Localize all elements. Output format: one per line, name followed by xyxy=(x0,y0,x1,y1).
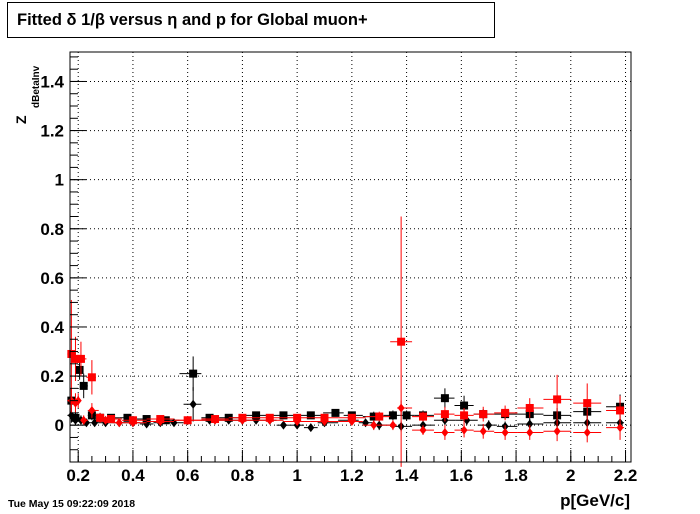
y-tick-label: 0.6 xyxy=(40,269,64,288)
series-red-square xyxy=(67,216,625,467)
data-point-square xyxy=(67,349,76,358)
data-point-diamond xyxy=(74,396,82,406)
data-point-square xyxy=(252,411,261,420)
data-point-diamond xyxy=(279,420,287,430)
data-point-square xyxy=(553,395,562,404)
data-point-diamond xyxy=(441,428,449,438)
y-tick-label: 0 xyxy=(55,416,64,435)
series-black-diamond xyxy=(67,387,625,433)
y-tick-label: 1.2 xyxy=(40,122,64,141)
data-point-square xyxy=(525,403,534,412)
data-point-diamond xyxy=(526,419,534,429)
data-point-diamond xyxy=(189,399,197,409)
data-point-diamond xyxy=(616,423,624,433)
data-point-square xyxy=(161,416,170,425)
data-point-square xyxy=(123,413,132,422)
data-point-diamond xyxy=(485,420,493,430)
chart-title: Fitted δ 1/β versus η and p for Global m… xyxy=(17,11,368,29)
data-point-square xyxy=(479,410,488,419)
grid xyxy=(70,52,631,462)
data-point-square xyxy=(440,394,449,403)
data-point-square xyxy=(402,411,411,420)
axes: 0.2 0.4 0.6 0.8 1 1.2 1.4 1.6 1.8 2 2.2 0 0.2 0.4 0.6 0… xyxy=(40,51,638,485)
data-point-square xyxy=(583,399,592,408)
data-point-square xyxy=(156,415,165,424)
data-point-square xyxy=(320,413,329,422)
data-point-diamond xyxy=(419,425,427,435)
data-point-square xyxy=(397,337,406,346)
x-tick-label: 0.8 xyxy=(231,466,255,485)
data-point-square xyxy=(616,406,625,415)
y-tick-label: 0.8 xyxy=(40,220,64,239)
data-point-square xyxy=(189,369,198,378)
y-tick-label: 1 xyxy=(55,171,64,190)
data-point-diamond xyxy=(553,426,561,436)
data-point-diamond xyxy=(583,428,591,438)
data-point-square xyxy=(96,413,105,422)
x-tick-label: 1.2 xyxy=(340,466,364,485)
data-point-diamond xyxy=(307,423,315,433)
data-point-square xyxy=(211,415,220,424)
y-axis-title: Z dBetaInv xyxy=(13,65,42,124)
data-point-square xyxy=(128,416,137,425)
x-axis-label: p[GeV/c] xyxy=(560,491,630,510)
data-point-diamond xyxy=(479,426,487,436)
timestamp: Tue May 15 09:22:09 2018 xyxy=(8,498,136,510)
y-tick-label: 0.2 xyxy=(40,367,64,386)
data-point-square xyxy=(501,408,510,417)
data-point-diamond xyxy=(370,420,378,430)
data-point-square xyxy=(460,411,469,420)
data-point-square xyxy=(238,413,247,422)
data-point-diamond xyxy=(362,418,370,428)
data-point-square xyxy=(388,411,397,420)
data-point-square xyxy=(293,413,302,422)
data-point-square xyxy=(205,413,214,422)
data-point-square xyxy=(331,408,340,417)
chart-title-box: Fitted δ 1/β versus η and p for Global m… xyxy=(7,2,495,38)
x-tick-label: 1 xyxy=(292,466,301,485)
data-point-square xyxy=(75,365,84,374)
data-point-square xyxy=(347,413,356,422)
x-tick-label: 0.4 xyxy=(121,466,145,485)
data-point-square xyxy=(375,412,384,421)
x-tick-label: 1.6 xyxy=(450,466,474,485)
data-point-square xyxy=(71,413,80,422)
data-point-diamond xyxy=(80,415,88,425)
data-point-diamond xyxy=(460,425,468,435)
data-point-square xyxy=(440,410,449,419)
data-point-square xyxy=(79,381,88,390)
plot-frame xyxy=(69,51,632,463)
x-tick-label: 0.6 xyxy=(176,466,200,485)
data-point-diamond xyxy=(389,420,397,430)
y-tick-label: 0.4 xyxy=(40,318,64,337)
data-point-diamond xyxy=(115,418,123,428)
data-points xyxy=(67,216,625,467)
data-point-square xyxy=(265,413,274,422)
data-point-square xyxy=(87,373,96,382)
data-point-square xyxy=(76,354,85,363)
data-point-square xyxy=(306,411,315,420)
data-point-square xyxy=(71,354,80,363)
x-tick-label: 1.8 xyxy=(504,466,528,485)
y-axis-label: Z xyxy=(13,115,29,124)
x-tick-label: 2 xyxy=(566,466,575,485)
data-point-diamond xyxy=(170,418,178,428)
y-axis-sublabel: dBetaInv xyxy=(31,65,42,108)
data-point-square xyxy=(183,416,192,425)
data-point-square xyxy=(419,412,428,421)
data-point-diamond xyxy=(88,405,96,415)
data-point-square xyxy=(107,415,116,424)
data-point-square xyxy=(279,411,288,420)
x-tick-label: 0.2 xyxy=(66,466,90,485)
data-point-diamond xyxy=(526,428,534,438)
x-tick-label: 1.4 xyxy=(395,466,419,485)
y-tick-label: 1.4 xyxy=(40,72,64,91)
data-point-square xyxy=(460,401,469,410)
series-black-square xyxy=(67,356,625,426)
x-tick-label: 2.2 xyxy=(614,466,638,485)
data-point-diamond xyxy=(501,428,509,438)
